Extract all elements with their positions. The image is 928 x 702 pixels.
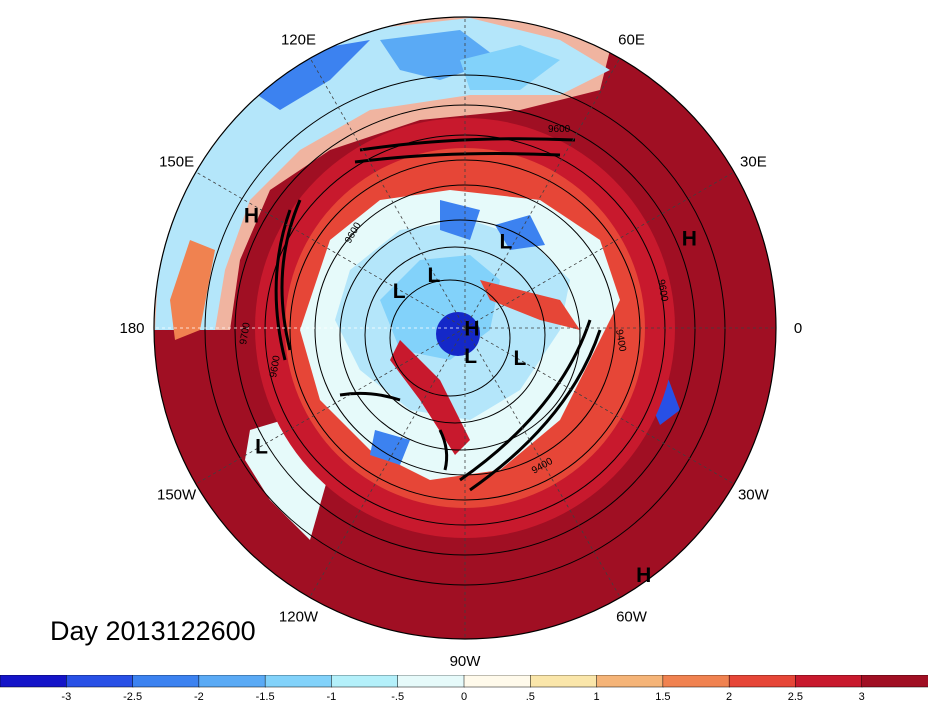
contour-label: 9700 [238,321,253,345]
contour-label: 9600 [268,354,283,378]
colorbar-swatch [795,675,863,688]
longitude-label: 150W [157,487,197,504]
colorbar-tick-label: -1 [327,691,337,702]
longitude-label: 0 [794,320,802,337]
colorbar-swatch [66,675,134,688]
longitude-label: 90E [452,0,479,4]
colorbar-swatch [861,675,928,688]
contour-label: 9600 [655,279,670,303]
colorbar-swatch [662,675,730,688]
colorbar-swatch [463,675,532,688]
colorbar-tick-label: .5 [526,691,535,702]
colorbar-swatch [728,675,797,688]
colorbar-tick-label: 3 [859,691,865,702]
colorbar-swatch [132,675,200,688]
longitude-label: 180 [119,320,144,337]
contour-label: 9600 [548,124,571,135]
high-pressure-marker: H [464,317,479,340]
high-pressure-marker: H [682,227,697,250]
map-title: Day 2013122600 [50,616,256,646]
colorbar-swatch [0,675,68,688]
low-pressure-marker: L [499,230,512,253]
colorbar-tick-label: -1.5 [256,691,275,702]
colorbar-tick-label: 1 [594,691,600,702]
colorbar-swatch [331,675,399,688]
colorbar-swatch [397,675,465,688]
longitude-labels: 90E 60E 30E 0 30W 60W 90W 120W 150W 180 150E 120E [119,0,802,670]
colorbar-tick-label: -.5 [391,691,404,702]
longitude-label: 30W [738,487,770,504]
longitude-label: 60E [618,32,645,49]
low-pressure-marker: L [513,347,526,370]
longitude-label: 150E [159,154,194,171]
graticule [154,17,776,639]
longitude-label: 90W [450,653,482,670]
high-pressure-marker: H [244,204,259,227]
colorbar-swatch [596,675,664,688]
low-pressure-marker: L [255,436,268,459]
colorbar-swatch [530,675,598,688]
longitude-label: 60W [616,608,648,625]
map-boundary [153,16,777,640]
longitude-label: 120W [279,608,319,625]
low-pressure-marker: L [427,264,440,287]
colorbar-tick-label: -2.5 [123,691,142,702]
jet-contours [274,137,602,492]
longitude-label: 30E [740,154,767,171]
colorbar-swatch [198,675,266,688]
colorbar-tick-label: -2 [194,691,204,702]
contour-label: 9400 [613,329,628,353]
colorbar-tick-label: 2.5 [788,691,803,702]
colorbar-tick-label: 0 [461,691,467,702]
longitude-label: 120E [281,32,316,49]
colorbar-tick-label: 1.5 [655,691,670,702]
colorbar-swatch [264,675,333,688]
high-pressure-marker: H [636,564,651,587]
colorbar-tick-label: 2 [726,691,732,702]
low-pressure-marker: L [393,280,406,303]
colorbar-tick-label: -3 [61,691,71,702]
low-pressure-marker: L [464,345,477,368]
colorbar: -3 -2.5 -2 -1.5 -1 -.5 0 .5 1 1.5 2 2.5 3 [0,675,928,702]
